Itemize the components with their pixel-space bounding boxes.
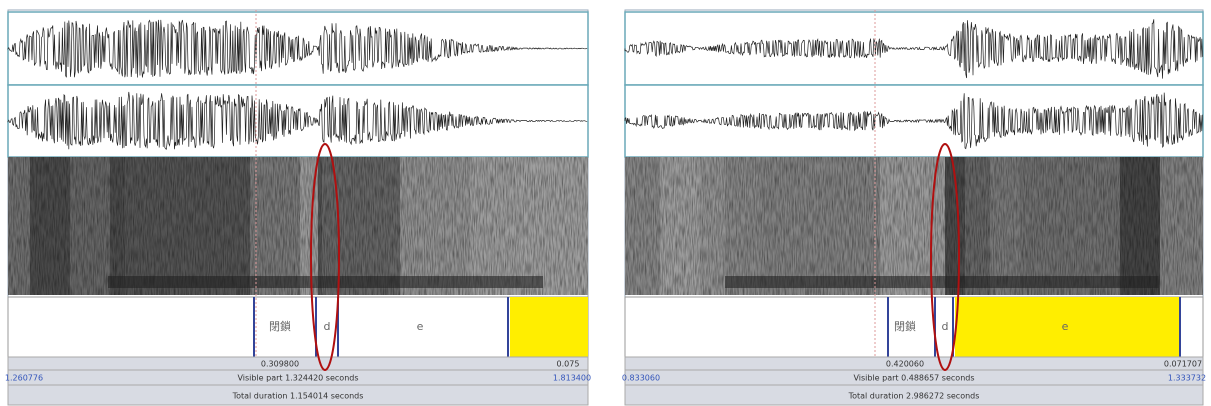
left-time: 0.833060 bbox=[622, 374, 660, 383]
spectrogram-noise bbox=[625, 157, 1203, 295]
tier-label: e bbox=[417, 320, 424, 333]
right-time: 1.333732 bbox=[1168, 374, 1206, 383]
right-time: 1.813400 bbox=[553, 374, 591, 383]
tier bbox=[8, 297, 588, 357]
total-duration: Total duration 2.986272 seconds bbox=[848, 392, 980, 401]
visible-part: Visible part 0.488657 seconds bbox=[853, 374, 974, 383]
formant-bar bbox=[725, 276, 1159, 288]
tier-label: d bbox=[942, 320, 949, 333]
tier-label: 閉鎖 bbox=[894, 319, 916, 333]
tier-label: d bbox=[324, 320, 331, 333]
cursor-time: 0.420060 bbox=[886, 360, 924, 369]
tier-label: e bbox=[1062, 320, 1069, 333]
formant-bar bbox=[108, 276, 543, 288]
tier-highlight bbox=[510, 297, 588, 357]
cursor-right: 0.075 bbox=[557, 360, 580, 369]
tier-label: 閉鎖 bbox=[269, 319, 291, 333]
cursor-right: 0.071707 bbox=[1164, 360, 1202, 369]
visible-part: Visible part 1.324420 seconds bbox=[237, 374, 358, 383]
screenshot: 閉鎖 d e 0.309800 0.075 1.260776 Visible part 1.… bbox=[0, 0, 1211, 406]
total-duration: Total duration 1.154014 seconds bbox=[232, 392, 364, 401]
spectrogram-noise bbox=[8, 157, 588, 295]
cursor-time: 0.309800 bbox=[261, 360, 299, 369]
left-time: 1.260776 bbox=[5, 374, 43, 383]
